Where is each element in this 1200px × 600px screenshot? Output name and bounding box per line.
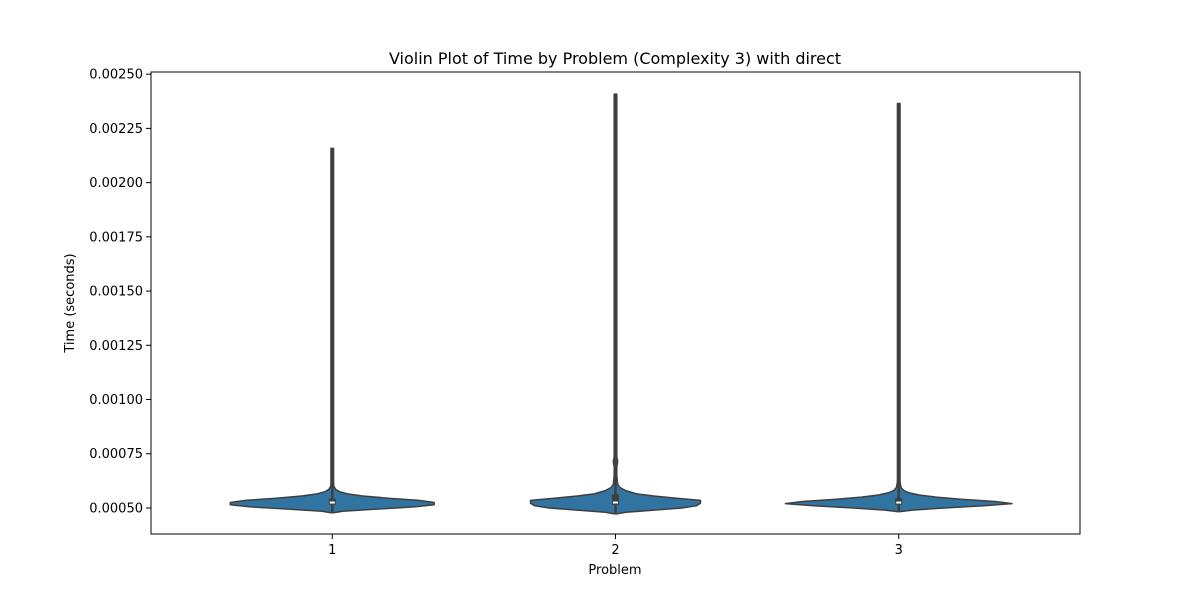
median-marker-3: [896, 501, 902, 504]
x-tick-label: 3: [895, 543, 903, 558]
y-tick-label: 0.00225: [89, 122, 143, 137]
y-tick-label: 0.00125: [89, 339, 143, 354]
iqr-box-2: [612, 494, 619, 505]
y-tick-label: 0.00200: [89, 176, 143, 191]
violins-group: [229, 93, 1013, 515]
iqr-box-3: [895, 498, 903, 505]
y-tick-label: 0.00100: [89, 393, 143, 408]
y-tick-label: 0.00150: [89, 285, 143, 300]
x-tick-label: 1: [328, 543, 336, 558]
x-tick-label: 2: [611, 543, 619, 558]
y-axis-ticks: 0.00050 0.00075 0.00100 0.00125 0.00150 0.001…: [89, 68, 151, 516]
y-tick-label: 0.00050: [89, 501, 143, 516]
x-axis-ticks: 1 2 3: [328, 534, 903, 558]
chart-title: Violin Plot of Time by Problem (Complexi…: [389, 49, 841, 68]
y-tick-label: 0.00075: [89, 447, 143, 462]
median-marker-1: [329, 501, 335, 504]
y-tick-label: 0.00250: [89, 68, 143, 83]
median-marker-2: [613, 501, 618, 504]
y-axis-label: Time (seconds): [63, 253, 78, 353]
x-axis-label: Problem: [588, 563, 641, 578]
y-tick-label: 0.00175: [89, 230, 143, 245]
